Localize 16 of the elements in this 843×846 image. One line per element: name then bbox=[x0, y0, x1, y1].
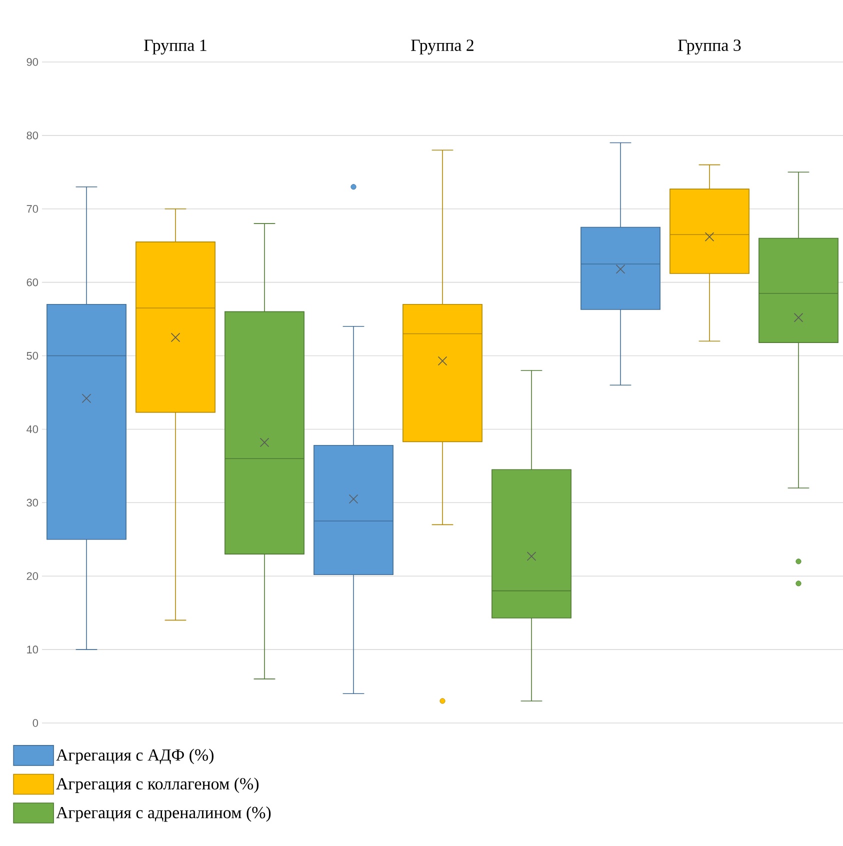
y-tick-label: 90 bbox=[26, 58, 38, 66]
legend-label: Агрегация с АДФ (%) bbox=[56, 748, 214, 764]
y-tick-label: 0 bbox=[32, 719, 38, 727]
y-tick-label: 10 bbox=[26, 646, 38, 654]
x-tick-label: Группа 1 bbox=[144, 40, 206, 54]
legend-label: Агрегация с коллагеном (%) bbox=[56, 778, 258, 793]
y-tick-label: 60 bbox=[26, 278, 38, 286]
y-tick-label: 80 bbox=[26, 132, 38, 140]
y-tick-label: 40 bbox=[26, 425, 38, 434]
legend-label: Агрегация с адреналином (%) bbox=[56, 806, 270, 822]
y-tick-label: 50 bbox=[26, 352, 38, 360]
y-tick-label: 20 bbox=[26, 572, 38, 580]
x-tick-label: Группа 2 bbox=[410, 40, 474, 54]
x-tick-label: Группа 3 bbox=[678, 40, 741, 54]
y-tick-label: 70 bbox=[26, 205, 38, 213]
y-tick-label: 30 bbox=[26, 498, 38, 507]
